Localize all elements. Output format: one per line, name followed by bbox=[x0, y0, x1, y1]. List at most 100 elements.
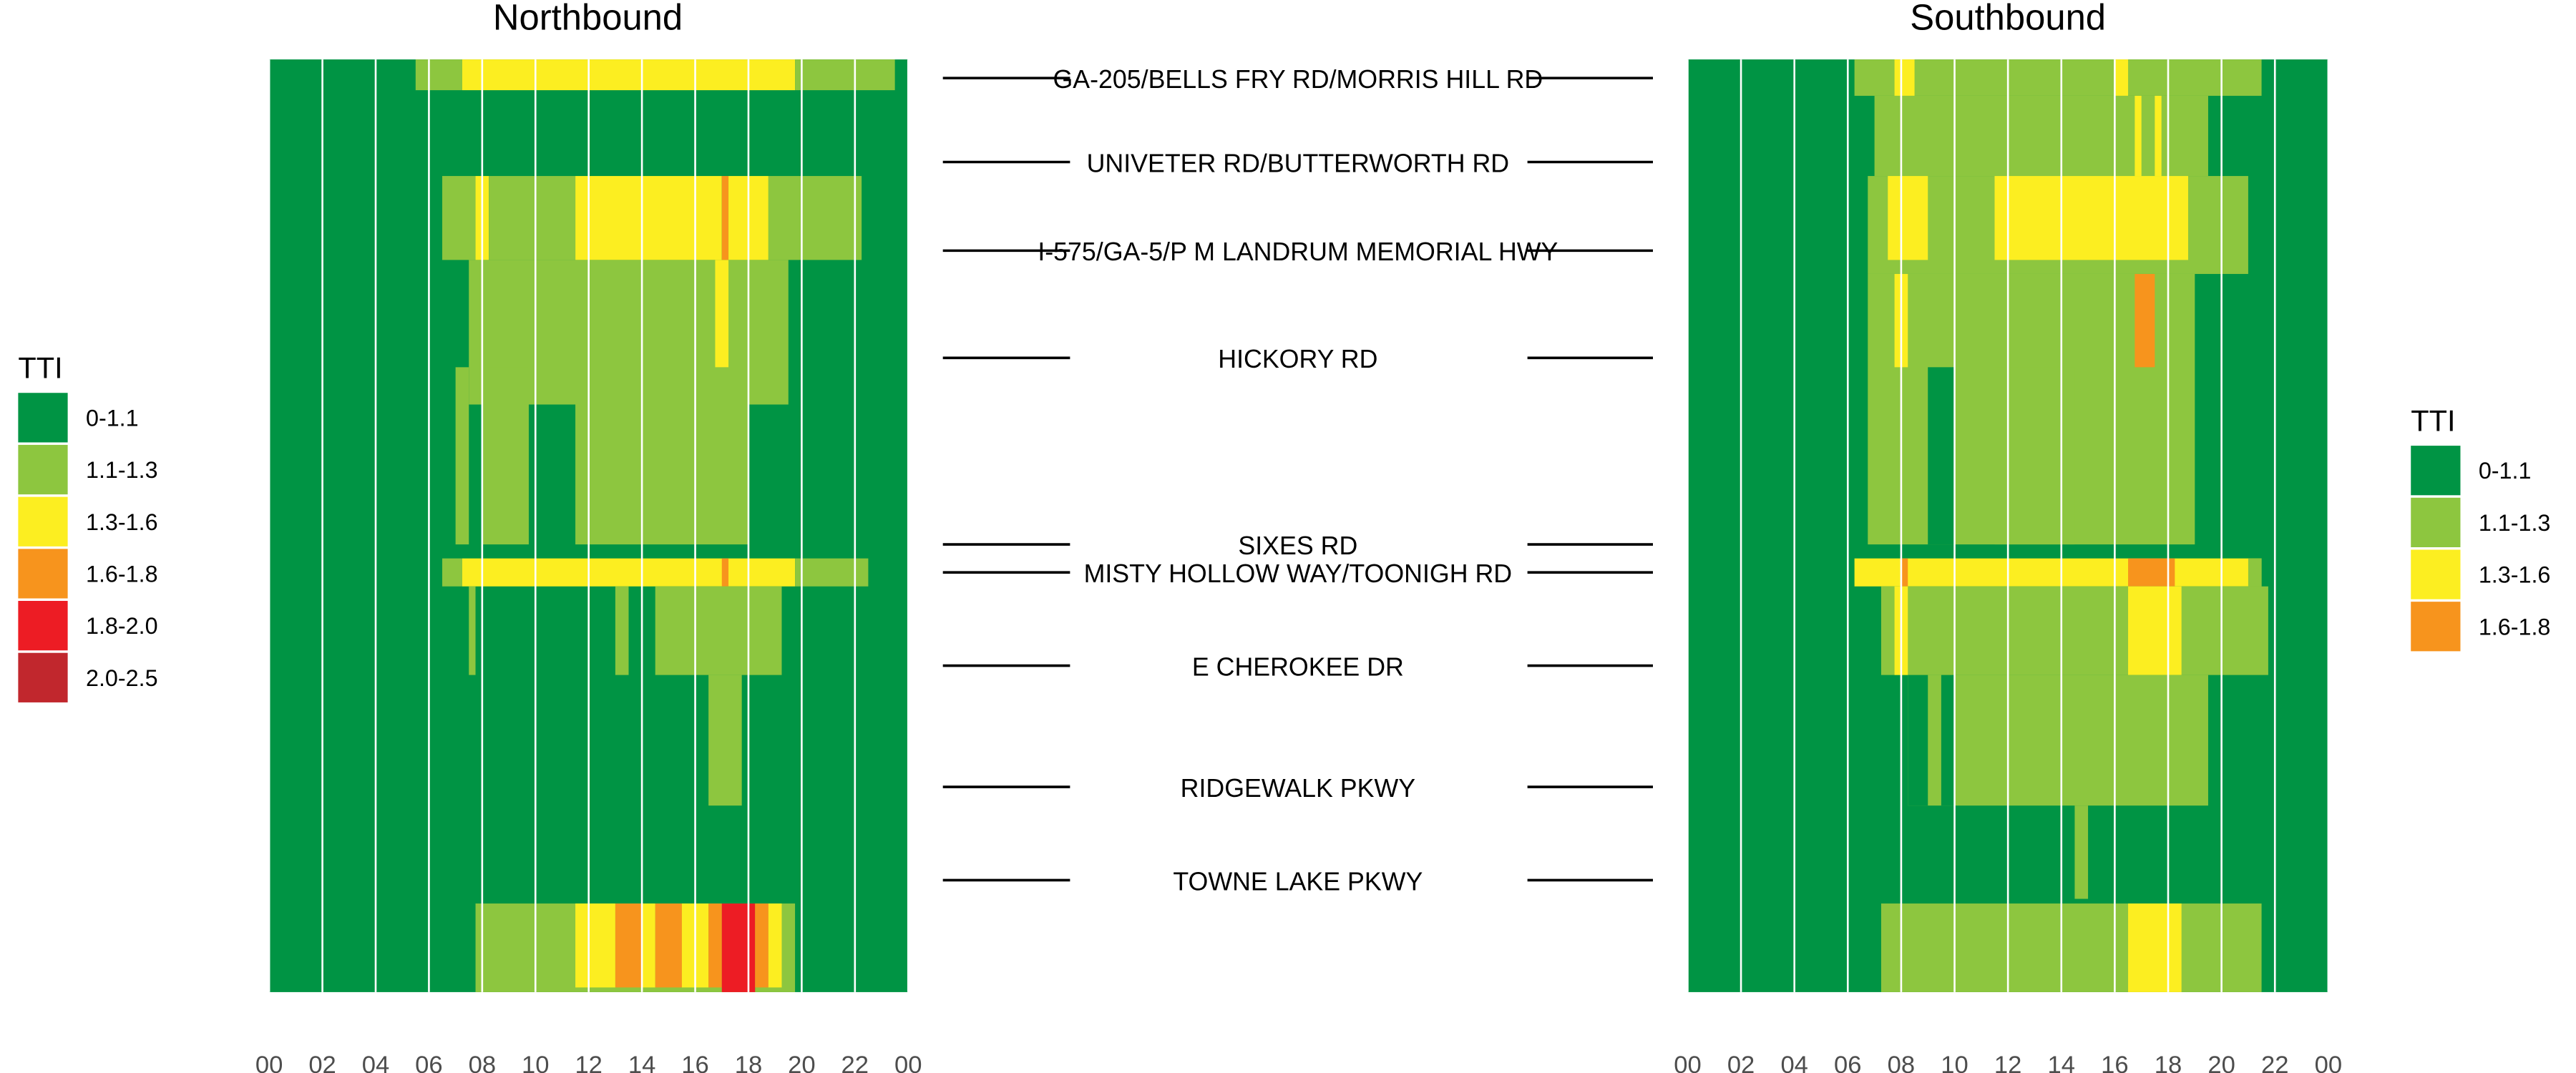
road-label: RIDGEWALK PKWY bbox=[1181, 774, 1416, 803]
road-label: GA-205/BELLS FRY RD/MORRIS HILL RD bbox=[1053, 65, 1543, 94]
hour-tick-label: 18 bbox=[2155, 1052, 2182, 1073]
heatmap-cell bbox=[1874, 95, 2208, 177]
northbound-legend: TTI 0-1.1 1.1-1.3 1.3-1.6 1.6-1.8 1.8-2.0 2.0… bbox=[18, 351, 158, 702]
hour-tick-label: 08 bbox=[1888, 1052, 1916, 1073]
hour-tick-label: 12 bbox=[575, 1052, 602, 1073]
heatmap-cell bbox=[708, 903, 722, 988]
hour-tick-label: 00 bbox=[1674, 1052, 1702, 1073]
heatmap-cell bbox=[655, 903, 682, 988]
heatmap-cell bbox=[462, 558, 796, 587]
heatmap-cell bbox=[415, 59, 462, 91]
hour-tick-label: 14 bbox=[2048, 1052, 2076, 1073]
legend-label: 0-1.1 bbox=[2479, 458, 2532, 484]
legend-swatch bbox=[2411, 549, 2461, 599]
legend-label: 1.6-1.8 bbox=[2479, 614, 2551, 640]
legend-swatch bbox=[18, 601, 68, 651]
heatmap-cell bbox=[442, 176, 476, 260]
legend-swatch bbox=[18, 652, 68, 702]
hour-tick-label: 20 bbox=[2207, 1052, 2235, 1073]
hour-tick-label: 10 bbox=[1941, 1052, 1968, 1073]
heatmap-cell bbox=[1928, 367, 1955, 545]
northbound-hour-ticks: 00 02 04 06 08 10 12 14 16 18 20 22 00 bbox=[255, 1052, 922, 1073]
hour-tick-label: 12 bbox=[1994, 1052, 2022, 1073]
legend-label: 1.3-1.6 bbox=[2479, 562, 2551, 588]
legend-label: 1.3-1.6 bbox=[86, 509, 158, 535]
heatmap-cell bbox=[2074, 805, 2089, 899]
legend-label: 0-1.1 bbox=[86, 405, 139, 431]
hour-tick-label: 10 bbox=[522, 1052, 550, 1073]
heatmap-cell bbox=[575, 176, 722, 260]
hour-tick-label: 16 bbox=[2101, 1052, 2129, 1073]
heatmap-cell bbox=[795, 558, 869, 587]
heatmap-cell bbox=[442, 558, 462, 587]
hour-tick-label: 06 bbox=[1834, 1052, 1862, 1073]
southbound-hour-ticks: 00 02 04 06 08 10 12 14 16 18 20 22 00 bbox=[1674, 1052, 2342, 1073]
hour-tick-label: 22 bbox=[2261, 1052, 2289, 1073]
heatmap-cell bbox=[708, 675, 742, 806]
southbound-legend: TTI 0-1.1 1.1-1.3 1.3-1.6 1.6-1.8 bbox=[2411, 403, 2551, 652]
heatmap-cell bbox=[795, 59, 895, 91]
legend-swatch bbox=[18, 444, 68, 495]
heatmap-cell bbox=[2135, 273, 2155, 368]
road-label: SIXES RD bbox=[1238, 531, 1357, 560]
heatmap-cell bbox=[1854, 558, 2262, 587]
heatmap-cell bbox=[1994, 367, 2075, 545]
legend-label: 1.1-1.3 bbox=[2479, 510, 2551, 536]
legend-swatch bbox=[18, 496, 68, 547]
heatmap-cell bbox=[1880, 586, 2268, 675]
road-label: HICKORY RD bbox=[1218, 345, 1377, 373]
hour-tick-label: 00 bbox=[2315, 1052, 2343, 1073]
hour-tick-label: 00 bbox=[255, 1052, 283, 1073]
hour-tick-label: 14 bbox=[628, 1052, 656, 1073]
heatmap-cell bbox=[721, 176, 729, 260]
heatmap-cell bbox=[2135, 95, 2142, 177]
legend-swatch bbox=[2411, 602, 2461, 652]
hour-tick-label: 20 bbox=[788, 1052, 816, 1073]
heatmap-cell bbox=[2248, 558, 2262, 587]
hour-tick-label: 00 bbox=[894, 1052, 922, 1073]
southbound-gridlines bbox=[1687, 59, 2330, 992]
heatmap-cell bbox=[1901, 558, 1908, 587]
heatmap-cell bbox=[2128, 903, 2182, 992]
heatmap-cell bbox=[575, 903, 615, 988]
northbound-panel: Northbound 00 02 04 06 08 10 12 14 16 18 20 22 00 bbox=[255, 0, 922, 1073]
heatmap-cell bbox=[615, 903, 643, 988]
legend-swatch bbox=[18, 393, 68, 443]
road-label: UNIVETER RD/BUTTERWORTH RD bbox=[1087, 149, 1510, 177]
heatmap-cell bbox=[2114, 59, 2129, 96]
heatmap-cell bbox=[462, 59, 796, 91]
road-label: MISTY HOLLOW WAY/TOONIGH RD bbox=[1084, 559, 1513, 588]
heatmap-cell bbox=[721, 903, 756, 992]
legend-label: 1.8-2.0 bbox=[86, 613, 158, 639]
hour-tick-label: 04 bbox=[1780, 1052, 1808, 1073]
hour-tick-label: 06 bbox=[415, 1052, 443, 1073]
heatmap-cell bbox=[615, 586, 629, 675]
legend-swatch bbox=[2411, 446, 2461, 496]
heatmap-cell bbox=[768, 903, 782, 988]
southbound-title: Southbound bbox=[1910, 0, 2106, 38]
road-label: E CHEROKEE DR bbox=[1192, 652, 1404, 681]
heatmap-cell bbox=[715, 260, 729, 368]
hour-tick-label: 02 bbox=[308, 1052, 336, 1073]
northbound-title: Northbound bbox=[493, 0, 683, 38]
heatmap-cell bbox=[755, 903, 769, 988]
heatmap-cell bbox=[455, 367, 469, 545]
hour-tick-label: 18 bbox=[735, 1052, 763, 1073]
northbound-gridlines bbox=[268, 59, 909, 992]
hour-tick-label: 22 bbox=[841, 1052, 869, 1073]
road-label: I-575/GA-5/P M LANDRUM MEMORIAL HWY bbox=[1038, 237, 1558, 266]
legend-label: 2.0-2.5 bbox=[86, 665, 158, 691]
hour-tick-label: 02 bbox=[1727, 1052, 1755, 1073]
heatmap-cell bbox=[1941, 675, 1955, 806]
heatmap-cell bbox=[1888, 176, 1928, 260]
heatmap-cell bbox=[575, 404, 748, 545]
heatmap-cell bbox=[721, 558, 729, 587]
road-label: TOWNE LAKE PKWY bbox=[1173, 867, 1423, 896]
legend-swatch bbox=[18, 549, 68, 599]
hour-tick-label: 08 bbox=[469, 1052, 497, 1073]
southbound-panel: Southbound 00 02 04 06 08 10 12 14 16 18 20 22 00 bbox=[1674, 0, 2342, 1073]
road-labels: GA-205/BELLS FRY RD/MORRIS HILL RD UNIVET… bbox=[942, 65, 1653, 896]
hour-tick-label: 16 bbox=[681, 1052, 709, 1073]
heatmap-cell bbox=[1854, 59, 2262, 96]
